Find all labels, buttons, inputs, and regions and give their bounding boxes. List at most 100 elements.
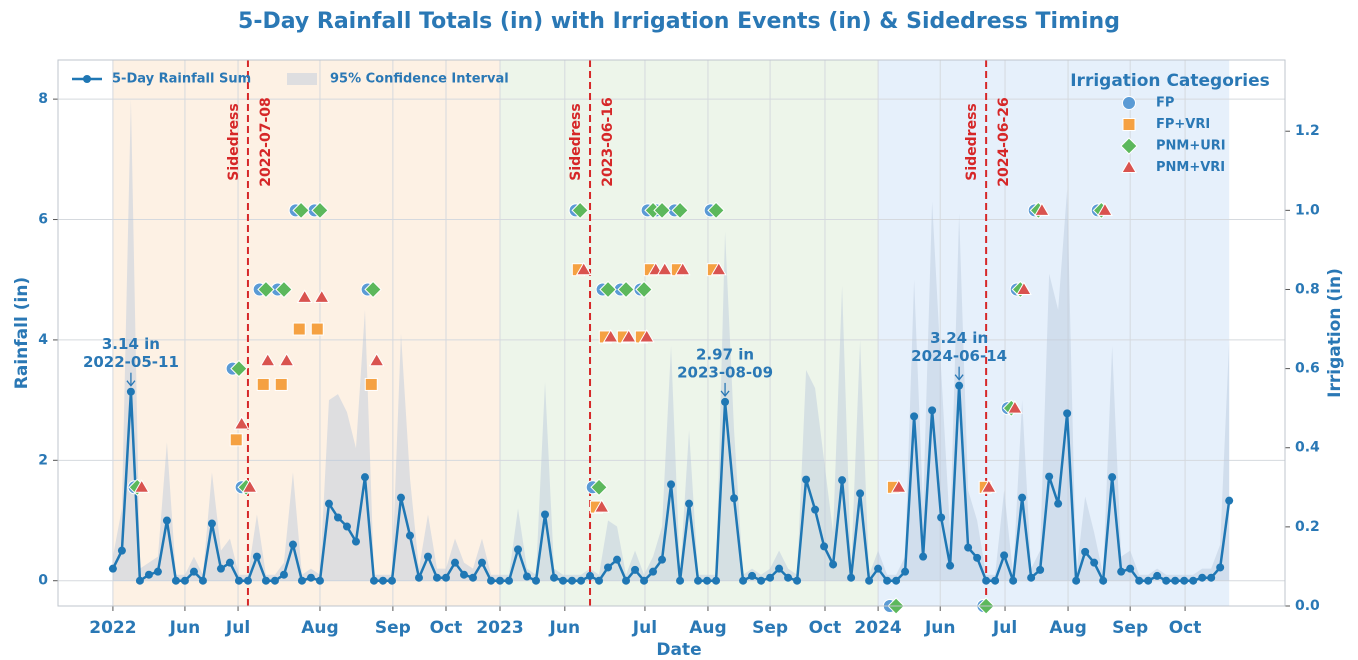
y2-tick-label: 0.4 bbox=[1295, 440, 1320, 456]
annotation-value: 2.97 in bbox=[696, 345, 754, 363]
irrigation-marker bbox=[671, 201, 689, 220]
y-tick-label: 6 bbox=[38, 212, 48, 228]
x-tick-label: Jul bbox=[632, 618, 657, 638]
rainfall-point bbox=[1036, 565, 1045, 574]
rainfall-point bbox=[351, 537, 360, 546]
irrigation-marker bbox=[635, 280, 653, 299]
rainfall-point bbox=[1108, 473, 1117, 482]
irrigation-marker bbox=[311, 201, 329, 220]
rainfall-point bbox=[1153, 571, 1162, 580]
y2-axis-label: Irrigation (in) bbox=[1325, 268, 1345, 398]
legend-patch bbox=[287, 73, 317, 85]
irrigation-marker bbox=[590, 478, 608, 497]
rainfall-point bbox=[730, 494, 739, 503]
rainfall-point bbox=[1198, 573, 1207, 582]
rainfall-point bbox=[910, 412, 919, 421]
x-tick-label: Jun bbox=[549, 618, 581, 638]
rainfall-point bbox=[243, 576, 252, 585]
legend-label: PNM+VRI bbox=[1156, 160, 1225, 175]
sidedress-label: Sidedress bbox=[226, 103, 242, 181]
rainfall-point bbox=[1135, 576, 1144, 585]
rainfall-point bbox=[928, 406, 937, 415]
legend-label: 5-Day Rainfall Sum bbox=[112, 72, 251, 87]
rainfall-point bbox=[216, 564, 225, 573]
irrigation-marker bbox=[1016, 281, 1032, 295]
irrigation-marker bbox=[599, 280, 617, 299]
annotation-value: 3.14 in bbox=[102, 335, 160, 353]
rainfall-point bbox=[342, 522, 351, 531]
irrigation-marker bbox=[259, 352, 276, 367]
rainfall-point bbox=[1090, 558, 1099, 567]
irrigation-marker bbox=[890, 479, 907, 493]
irrigation-marker bbox=[229, 433, 243, 447]
rainfall-point bbox=[414, 573, 423, 582]
rainfall-point bbox=[640, 576, 649, 585]
rainfall-point bbox=[387, 576, 396, 585]
rainfall-point bbox=[865, 576, 874, 585]
rainfall-point bbox=[649, 567, 658, 576]
rainfall-point bbox=[631, 565, 640, 574]
rainfall-point bbox=[441, 573, 450, 582]
y2-tick-label: 0.2 bbox=[1295, 519, 1320, 535]
rainfall-point bbox=[469, 573, 478, 582]
rainfall-point bbox=[1180, 576, 1189, 585]
rainfall-point bbox=[964, 543, 973, 552]
rainfall-point bbox=[423, 552, 432, 561]
rainfall-point bbox=[658, 555, 667, 564]
x-tick-label: Sep bbox=[752, 618, 788, 638]
rainfall-point bbox=[721, 397, 730, 406]
x-tick-label: Oct bbox=[430, 618, 463, 638]
rainfall-point bbox=[919, 552, 928, 561]
irrigation-marker bbox=[275, 280, 293, 299]
rainfall-point bbox=[432, 573, 441, 582]
rainfall-point bbox=[793, 576, 802, 585]
rainfall-point bbox=[108, 564, 117, 573]
rainfall-point bbox=[802, 475, 811, 484]
x-tick-label: Sep bbox=[375, 618, 411, 638]
irrigation-marker bbox=[256, 377, 270, 391]
legend-marker bbox=[83, 75, 91, 83]
season-span bbox=[500, 60, 879, 606]
rainfall-point bbox=[459, 570, 468, 579]
y2-tick-label: 0.8 bbox=[1295, 281, 1320, 297]
y-axis-label: Rainfall (in) bbox=[12, 277, 32, 389]
irrigation-marker bbox=[292, 322, 306, 336]
annotation-date: 2024-06-14 bbox=[911, 347, 1007, 365]
irrigation-marker bbox=[1034, 202, 1050, 216]
rainfall-point bbox=[1162, 576, 1171, 585]
rainfall-point bbox=[180, 576, 189, 585]
irrigation-marker bbox=[1007, 400, 1023, 414]
rainfall-point bbox=[1144, 576, 1153, 585]
irrigation-marker bbox=[278, 352, 295, 367]
rainfall-point bbox=[405, 531, 414, 540]
rainfall-point bbox=[586, 571, 595, 580]
rainfall-point bbox=[288, 540, 297, 549]
irrigation-marker bbox=[310, 322, 324, 336]
irrigation-marker bbox=[620, 328, 637, 343]
rainfall-point bbox=[883, 576, 892, 585]
rainfall-point bbox=[1081, 547, 1090, 556]
irrigation-marker bbox=[313, 289, 330, 303]
rainfall-point bbox=[306, 573, 315, 582]
rainfall-point bbox=[1009, 576, 1018, 585]
season-span bbox=[878, 60, 1230, 606]
irrigation-marker bbox=[368, 352, 385, 367]
legend-marker bbox=[1122, 118, 1136, 131]
y-tick-label: 2 bbox=[38, 452, 48, 468]
rainfall-point bbox=[811, 505, 820, 514]
chart-title: 5-Day Rainfall Totals (in) with Irrigati… bbox=[238, 9, 1120, 34]
rainfall-point bbox=[829, 560, 838, 569]
irrigation-marker bbox=[133, 479, 150, 493]
annotation-arrowhead bbox=[126, 380, 136, 387]
rainfall-point bbox=[198, 576, 207, 585]
legend-label: 95% Confidence Interval bbox=[330, 72, 509, 87]
rainfall-point bbox=[892, 576, 901, 585]
annotation-date: 2023-08-09 bbox=[677, 363, 773, 381]
rainfall-point bbox=[595, 576, 604, 585]
rainfall-point bbox=[703, 576, 712, 585]
rainfall-point bbox=[757, 576, 766, 585]
irrigation-marker bbox=[241, 479, 258, 493]
rainfall-point bbox=[559, 576, 568, 585]
sidedress-label: Sidedress bbox=[568, 103, 584, 181]
rainfall-point bbox=[874, 564, 883, 573]
